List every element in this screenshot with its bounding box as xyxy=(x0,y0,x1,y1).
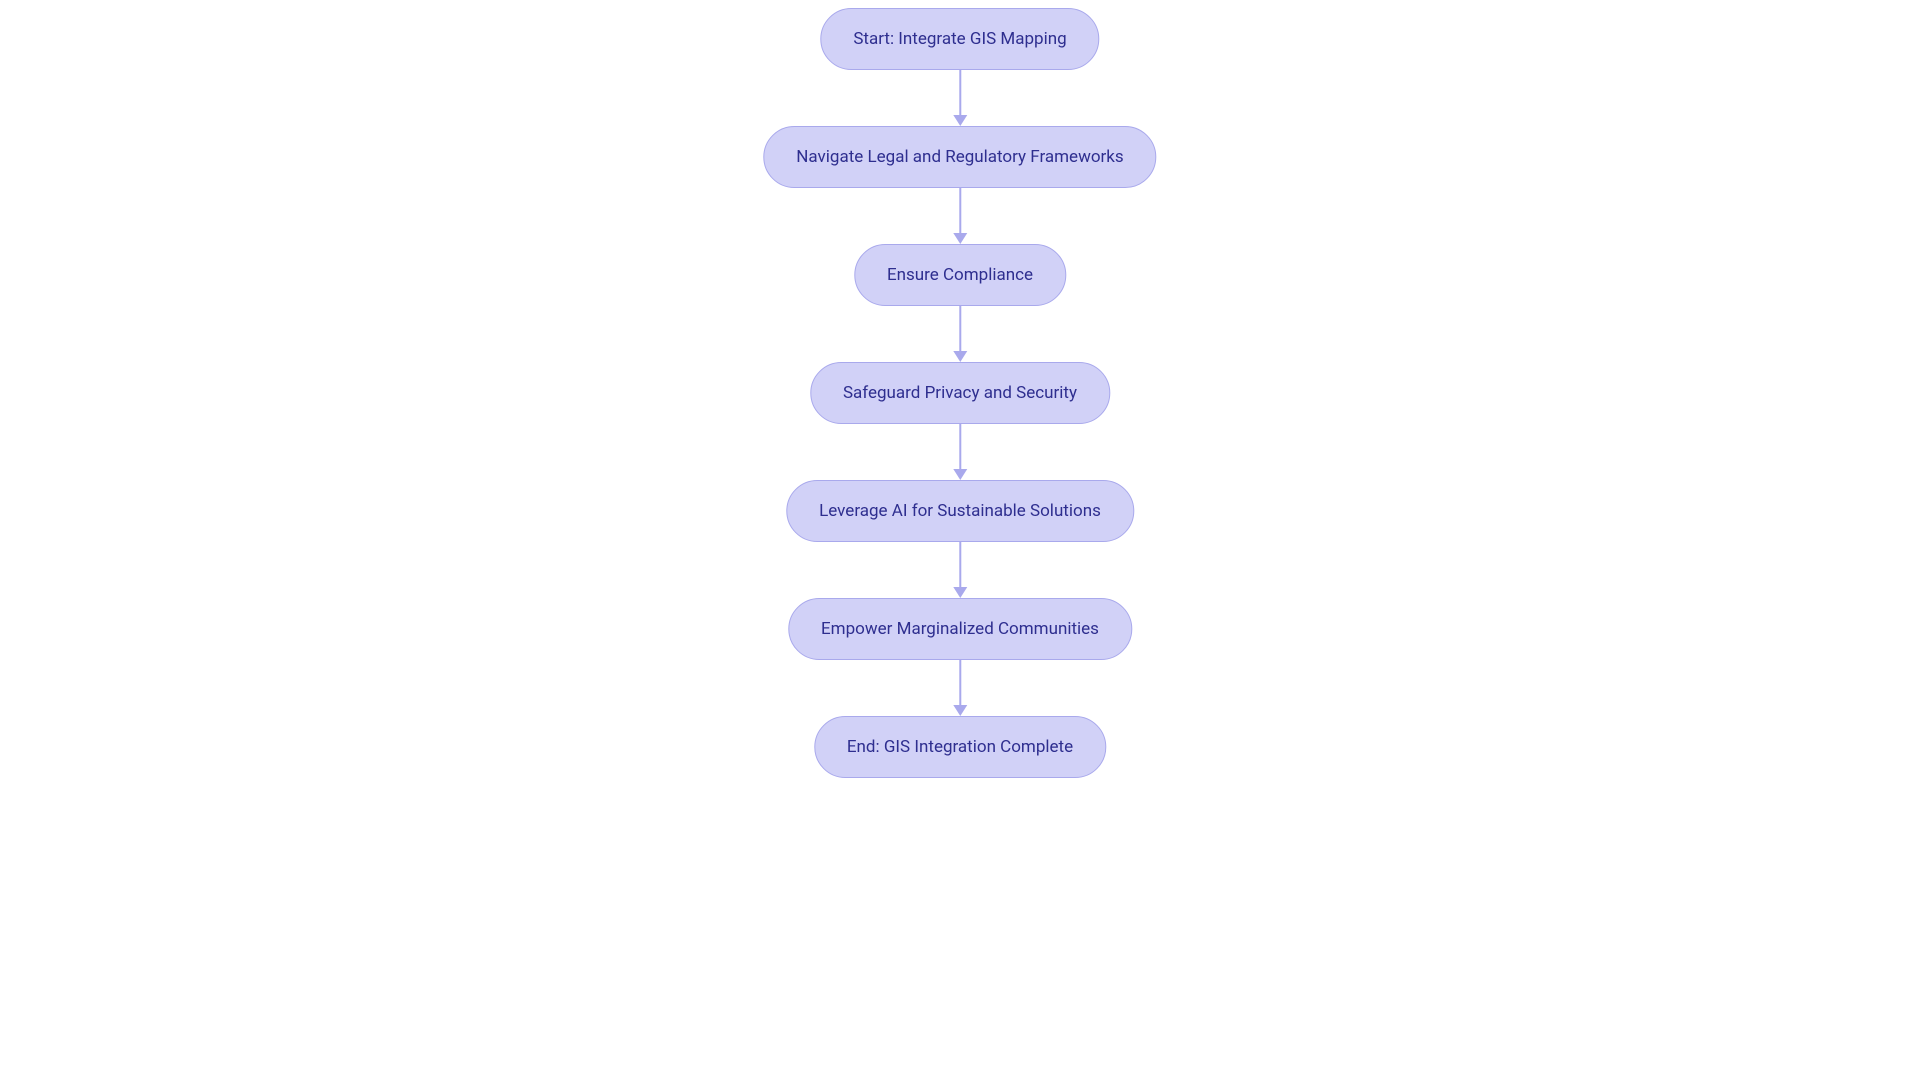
flowchart-arrow xyxy=(953,542,967,598)
flowchart-container: Start: Integrate GIS Mapping Navigate Le… xyxy=(763,8,1156,778)
flowchart-arrow xyxy=(953,424,967,480)
flowchart-arrow xyxy=(953,306,967,362)
node-label: Empower Marginalized Communities xyxy=(821,619,1099,639)
node-label: Safeguard Privacy and Security xyxy=(843,383,1077,403)
node-label: Navigate Legal and Regulatory Frameworks xyxy=(796,147,1123,167)
flowchart-arrow xyxy=(953,660,967,716)
flowchart-arrow xyxy=(953,70,967,126)
flowchart-node-end: End: GIS Integration Complete xyxy=(814,716,1106,778)
flowchart-arrow xyxy=(953,188,967,244)
node-label: End: GIS Integration Complete xyxy=(847,737,1073,757)
flowchart-node: Leverage AI for Sustainable Solutions xyxy=(786,480,1134,542)
node-label: Start: Integrate GIS Mapping xyxy=(853,29,1066,49)
flowchart-node: Empower Marginalized Communities xyxy=(788,598,1132,660)
flowchart-node: Navigate Legal and Regulatory Frameworks xyxy=(763,126,1156,188)
flowchart-node-start: Start: Integrate GIS Mapping xyxy=(820,8,1099,70)
flowchart-node: Ensure Compliance xyxy=(854,244,1066,306)
node-label: Ensure Compliance xyxy=(887,265,1033,285)
node-label: Leverage AI for Sustainable Solutions xyxy=(819,501,1101,521)
flowchart-node: Safeguard Privacy and Security xyxy=(810,362,1110,424)
